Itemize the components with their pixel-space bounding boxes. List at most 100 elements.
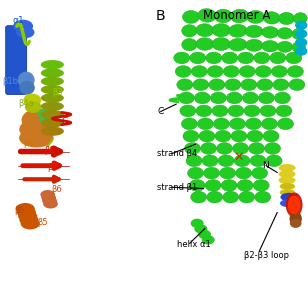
Ellipse shape xyxy=(239,66,255,77)
Ellipse shape xyxy=(289,79,305,91)
Ellipse shape xyxy=(182,38,197,51)
Ellipse shape xyxy=(229,118,245,130)
Ellipse shape xyxy=(218,155,234,167)
Ellipse shape xyxy=(233,143,249,154)
Ellipse shape xyxy=(41,93,64,103)
Ellipse shape xyxy=(196,38,214,51)
Ellipse shape xyxy=(209,79,225,91)
Ellipse shape xyxy=(19,214,38,226)
Ellipse shape xyxy=(220,167,236,179)
Ellipse shape xyxy=(280,200,296,207)
Ellipse shape xyxy=(253,180,269,191)
Ellipse shape xyxy=(38,108,58,120)
Ellipse shape xyxy=(277,28,293,39)
Ellipse shape xyxy=(18,71,35,89)
Ellipse shape xyxy=(245,118,261,130)
Ellipse shape xyxy=(198,230,211,239)
Text: C: C xyxy=(157,107,164,116)
Ellipse shape xyxy=(279,164,296,172)
Ellipse shape xyxy=(229,24,247,37)
Text: β1b: β1b xyxy=(2,77,18,86)
Ellipse shape xyxy=(196,24,214,37)
Ellipse shape xyxy=(204,167,220,179)
Text: β8: β8 xyxy=(45,146,55,155)
Ellipse shape xyxy=(215,130,231,142)
Ellipse shape xyxy=(231,130,247,142)
Ellipse shape xyxy=(279,176,296,184)
Ellipse shape xyxy=(184,143,201,154)
Ellipse shape xyxy=(19,119,55,140)
Ellipse shape xyxy=(40,190,55,199)
Ellipse shape xyxy=(43,199,58,209)
Ellipse shape xyxy=(225,79,241,91)
Text: β6: β6 xyxy=(23,139,34,148)
Ellipse shape xyxy=(19,81,35,95)
Ellipse shape xyxy=(237,180,253,191)
Ellipse shape xyxy=(18,210,37,222)
Ellipse shape xyxy=(294,13,307,24)
Ellipse shape xyxy=(212,23,230,37)
Ellipse shape xyxy=(274,92,290,104)
Text: β6: β6 xyxy=(51,185,62,194)
Ellipse shape xyxy=(182,10,200,23)
Ellipse shape xyxy=(191,191,207,203)
Ellipse shape xyxy=(279,170,296,178)
Ellipse shape xyxy=(180,105,196,117)
FancyBboxPatch shape xyxy=(6,26,26,94)
Ellipse shape xyxy=(21,218,40,229)
Text: B: B xyxy=(156,9,165,22)
Ellipse shape xyxy=(25,101,42,113)
Ellipse shape xyxy=(287,66,303,77)
Ellipse shape xyxy=(39,115,58,126)
Ellipse shape xyxy=(207,66,223,77)
Ellipse shape xyxy=(186,155,202,167)
Ellipse shape xyxy=(190,52,206,64)
Ellipse shape xyxy=(214,9,232,23)
Ellipse shape xyxy=(41,102,64,111)
Ellipse shape xyxy=(181,118,197,130)
Ellipse shape xyxy=(178,92,194,104)
Ellipse shape xyxy=(210,92,226,104)
Ellipse shape xyxy=(223,66,239,77)
Ellipse shape xyxy=(41,127,64,136)
Ellipse shape xyxy=(41,68,64,78)
Ellipse shape xyxy=(241,79,257,91)
Ellipse shape xyxy=(16,26,34,38)
Ellipse shape xyxy=(270,52,286,64)
Ellipse shape xyxy=(229,38,247,51)
Ellipse shape xyxy=(226,92,242,104)
Ellipse shape xyxy=(42,196,57,205)
Ellipse shape xyxy=(244,105,260,117)
Text: ✕: ✕ xyxy=(233,151,244,164)
Ellipse shape xyxy=(41,85,64,94)
Ellipse shape xyxy=(199,130,215,142)
Ellipse shape xyxy=(262,40,278,52)
Ellipse shape xyxy=(194,92,210,104)
Text: β7: β7 xyxy=(48,163,59,172)
Ellipse shape xyxy=(182,25,197,37)
Ellipse shape xyxy=(278,12,294,25)
Ellipse shape xyxy=(292,42,306,53)
Ellipse shape xyxy=(16,203,35,215)
Ellipse shape xyxy=(205,180,221,191)
Ellipse shape xyxy=(191,219,204,228)
Ellipse shape xyxy=(198,9,216,22)
Ellipse shape xyxy=(196,105,212,117)
Ellipse shape xyxy=(41,118,64,128)
Ellipse shape xyxy=(212,105,228,117)
Ellipse shape xyxy=(239,191,255,203)
Ellipse shape xyxy=(255,191,271,203)
Text: β5: β5 xyxy=(37,218,47,227)
Text: β5: β5 xyxy=(14,206,24,216)
Ellipse shape xyxy=(292,28,306,39)
Ellipse shape xyxy=(280,189,295,196)
Ellipse shape xyxy=(201,143,217,154)
Ellipse shape xyxy=(257,79,273,91)
Ellipse shape xyxy=(228,105,244,117)
Ellipse shape xyxy=(23,94,41,107)
Ellipse shape xyxy=(206,52,222,64)
Ellipse shape xyxy=(280,193,298,201)
Ellipse shape xyxy=(213,118,229,130)
Ellipse shape xyxy=(255,66,271,77)
Ellipse shape xyxy=(245,25,263,38)
